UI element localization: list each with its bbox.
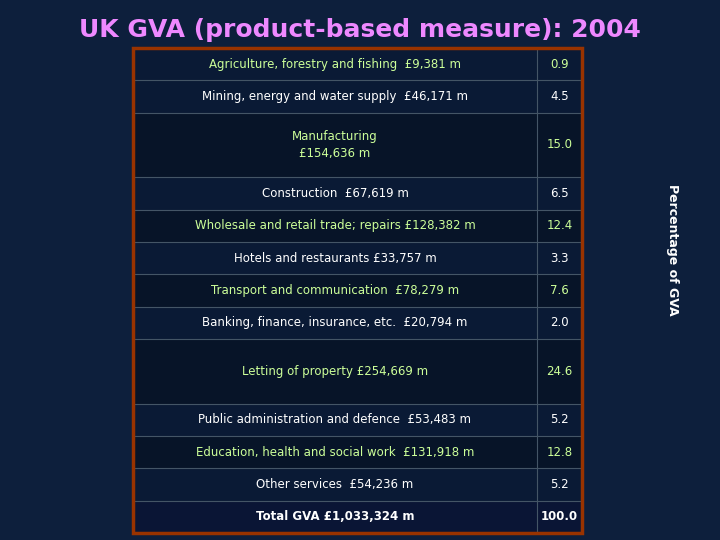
Text: 3.3: 3.3 — [550, 252, 569, 265]
Text: Mining, energy and water supply  £46,171 m: Mining, energy and water supply £46,171 … — [202, 90, 468, 103]
Bar — [133, 48, 582, 80]
Text: Agriculture, forestry and fishing  £9,381 m: Agriculture, forestry and fishing £9,381… — [209, 58, 461, 71]
Text: Education, health and social work  £131,918 m: Education, health and social work £131,9… — [196, 446, 474, 458]
Text: 15.0: 15.0 — [546, 138, 572, 152]
Bar — [133, 339, 582, 404]
Text: 5.2: 5.2 — [550, 478, 569, 491]
Bar — [133, 80, 582, 113]
Text: Public administration and defence  £53,483 m: Public administration and defence £53,48… — [199, 413, 472, 427]
Bar — [133, 274, 582, 307]
Text: Banking, finance, insurance, etc.  £20,794 m: Banking, finance, insurance, etc. £20,79… — [202, 316, 468, 329]
Bar — [133, 113, 582, 177]
Text: Manufacturing
£154,636 m: Manufacturing £154,636 m — [292, 130, 378, 160]
Text: Percentage of GVA: Percentage of GVA — [665, 184, 678, 316]
Text: 24.6: 24.6 — [546, 365, 572, 378]
Bar — [133, 210, 582, 242]
Text: Hotels and restaurants £33,757 m: Hotels and restaurants £33,757 m — [233, 252, 436, 265]
Text: 5.2: 5.2 — [550, 413, 569, 427]
Bar — [133, 48, 582, 533]
Text: 100.0: 100.0 — [541, 510, 578, 523]
Text: Total GVA £1,033,324 m: Total GVA £1,033,324 m — [256, 510, 414, 523]
Text: 4.5: 4.5 — [550, 90, 569, 103]
Text: Wholesale and retail trade; repairs £128,382 m: Wholesale and retail trade; repairs £128… — [194, 219, 475, 232]
Bar — [133, 468, 582, 501]
Text: UK GVA (product-based measure): 2004: UK GVA (product-based measure): 2004 — [79, 18, 641, 42]
Bar — [133, 242, 582, 274]
Text: 7.6: 7.6 — [550, 284, 569, 297]
Text: Letting of property £254,669 m: Letting of property £254,669 m — [242, 365, 428, 378]
Text: 0.9: 0.9 — [550, 58, 569, 71]
Text: 12.4: 12.4 — [546, 219, 572, 232]
Text: 2.0: 2.0 — [550, 316, 569, 329]
Bar — [133, 404, 582, 436]
Bar — [133, 307, 582, 339]
Text: Transport and communication  £78,279 m: Transport and communication £78,279 m — [211, 284, 459, 297]
Bar — [133, 177, 582, 210]
Bar — [133, 436, 582, 468]
Text: Construction  £67,619 m: Construction £67,619 m — [261, 187, 408, 200]
Text: 12.8: 12.8 — [546, 446, 572, 458]
Bar — [133, 501, 582, 533]
Text: 6.5: 6.5 — [550, 187, 569, 200]
Text: Other services  £54,236 m: Other services £54,236 m — [256, 478, 413, 491]
